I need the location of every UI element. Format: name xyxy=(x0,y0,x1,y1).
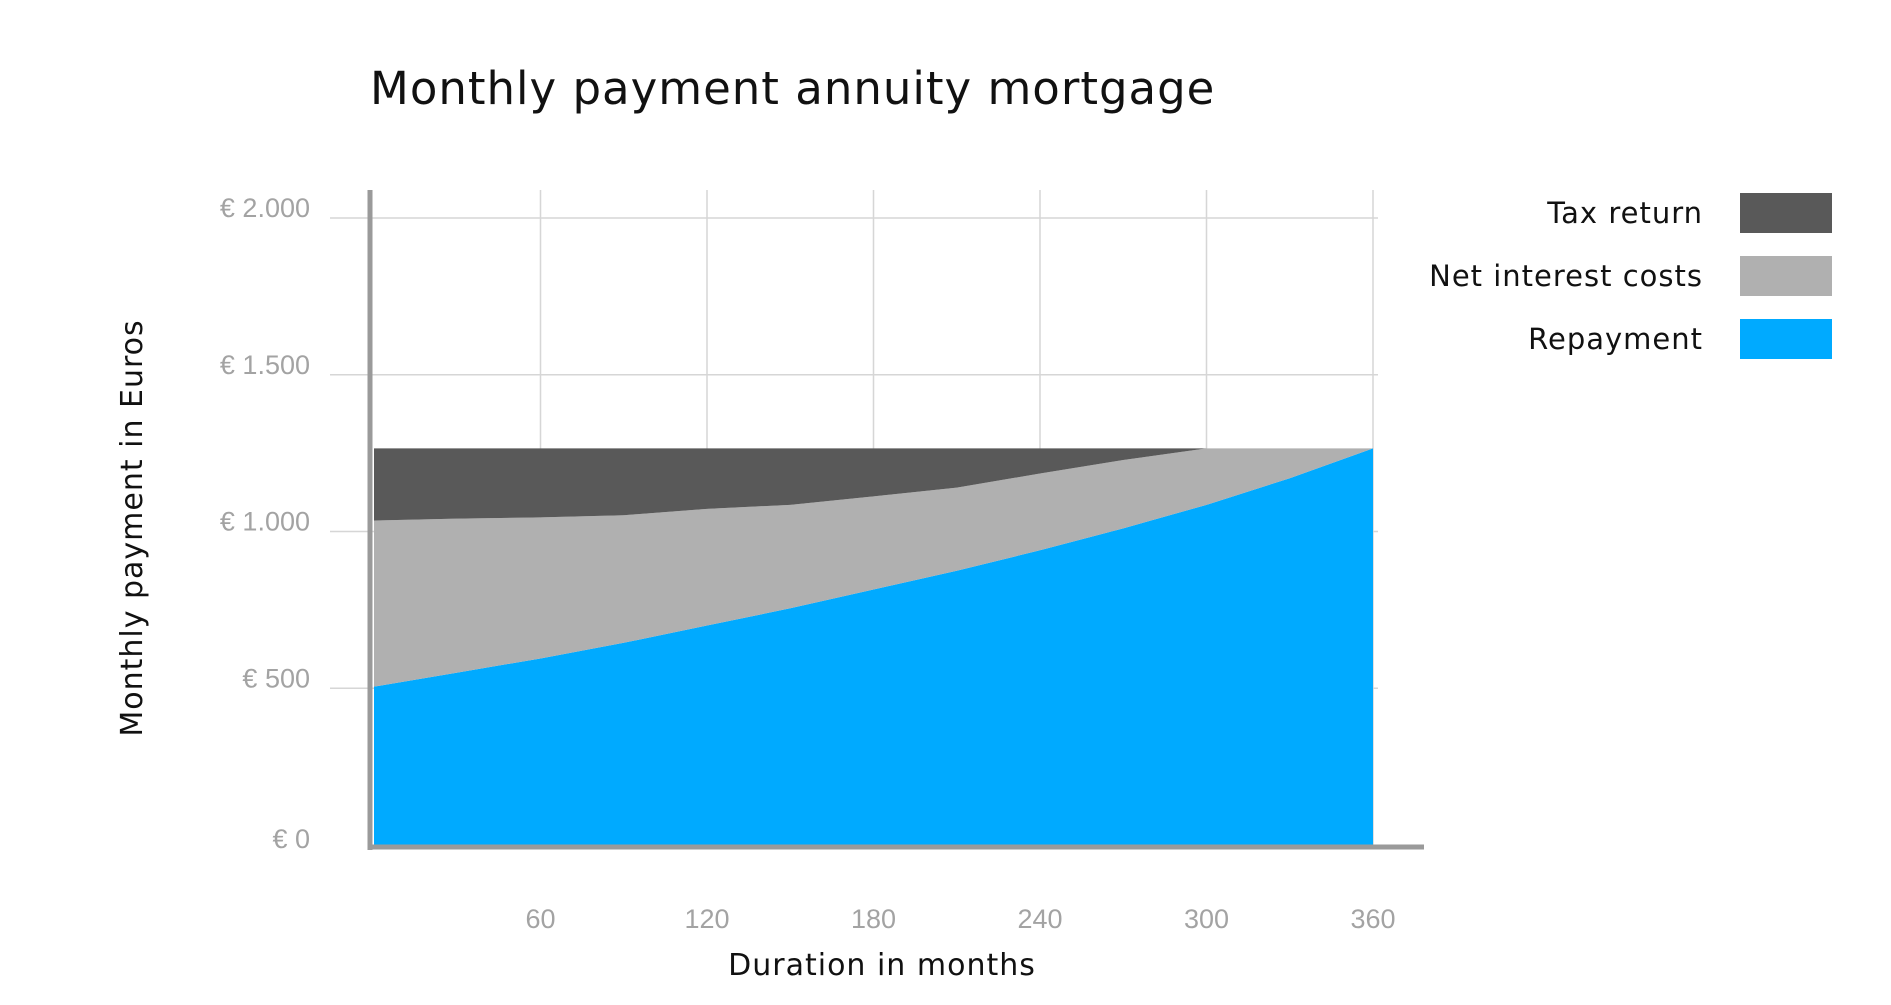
legend-label: Tax return xyxy=(1546,196,1703,230)
x-axis-label: Duration in months xyxy=(728,948,1036,983)
legend-swatch xyxy=(1740,193,1832,233)
legend-label: Net interest costs xyxy=(1429,259,1703,293)
y-tick-label: € 1.500 xyxy=(220,350,310,380)
y-tick-label: € 2.000 xyxy=(220,193,310,223)
y-tick-label: € 0 xyxy=(272,824,310,854)
axes xyxy=(367,190,1424,850)
x-tick-label: 120 xyxy=(684,904,729,934)
y-tick-label: € 1.000 xyxy=(220,507,310,537)
chart-title: Monthly payment annuity mortgage xyxy=(370,62,1216,115)
legend-swatch xyxy=(1740,256,1832,296)
x-tick-label: 60 xyxy=(525,904,555,934)
legend-item: Repayment xyxy=(1528,319,1832,359)
x-tick-label: 180 xyxy=(851,904,896,934)
legend-item: Net interest costs xyxy=(1429,256,1832,296)
area-net-interest-costs xyxy=(374,448,1373,687)
legend-swatch xyxy=(1740,319,1832,359)
area-layer xyxy=(374,448,1373,845)
y-axis-label: Monthly payment in Euros xyxy=(115,319,150,736)
x-tick-label: 240 xyxy=(1017,904,1062,934)
legend: Tax return Net interest costs Repayment xyxy=(1429,193,1832,359)
legend-item: Tax return xyxy=(1546,193,1832,233)
area-tax-return xyxy=(374,448,1373,521)
area-repayment xyxy=(374,448,1373,845)
x-tick-label: 300 xyxy=(1184,904,1229,934)
legend-label: Repayment xyxy=(1528,322,1703,356)
x-tick-label: 360 xyxy=(1350,904,1395,934)
tick-labels: € 0 € 500 € 1.000 € 1.500 € 2.000 60 120 180 240… xyxy=(220,193,1396,934)
y-tick-label: € 500 xyxy=(242,663,310,693)
